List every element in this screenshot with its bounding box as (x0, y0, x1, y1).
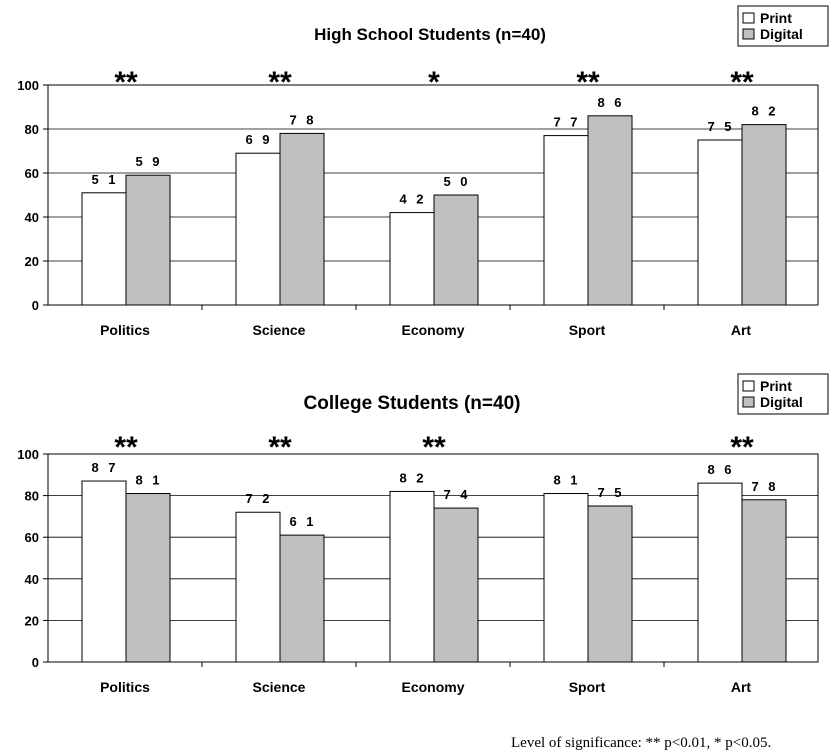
legend-swatch-print (742, 12, 755, 24)
x-tick-label: Science (253, 679, 306, 695)
bar-digital (587, 115, 633, 306)
data-label: 7 5 (597, 485, 624, 500)
bar-print (389, 490, 435, 663)
y-tick-label: 60 (25, 166, 39, 181)
y-tick-label: 0 (32, 655, 39, 670)
x-tick-label: Politics (100, 679, 150, 695)
legend-label: Digital (760, 26, 803, 42)
significance-marker: ** (268, 66, 292, 99)
bar-print (543, 493, 589, 663)
y-tick-label: 20 (25, 613, 39, 628)
y-tick-label: 60 (25, 530, 39, 545)
x-tick-label: Science (253, 322, 306, 338)
data-label: 8 1 (553, 473, 580, 488)
y-tick-label: 80 (25, 122, 39, 137)
significance-marker: * (428, 66, 440, 99)
y-tick-label: 0 (32, 298, 39, 313)
bar-print (235, 152, 281, 306)
legend-label: Digital (760, 394, 803, 410)
bar-print (697, 482, 743, 663)
significance-marker: ** (114, 431, 138, 464)
data-label: 8 7 (91, 460, 118, 475)
chart-2: College Students (n=40) 0 20 40 60 80 100 Polit… (17, 373, 829, 695)
data-label: 5 0 (443, 174, 470, 189)
x-tick-label: Art (731, 322, 752, 338)
bar-digital (125, 493, 171, 663)
bar-digital (125, 174, 171, 306)
bar-print (697, 139, 743, 306)
significance-marker: ** (114, 66, 138, 99)
y-tick-label: 40 (25, 210, 39, 225)
data-label: 8 2 (751, 104, 778, 119)
legend-box (737, 5, 829, 47)
x-tick-label: Art (731, 679, 752, 695)
y-tick-label: 40 (25, 572, 39, 587)
data-label: 6 9 (245, 132, 272, 147)
chart-1: High School Students (n=40) 0 20 40 60 80 100 P… (17, 5, 829, 338)
chart-title: College Students (n=40) (304, 393, 521, 414)
significance-marker: ** (730, 431, 754, 464)
significance-footnote: Level of significance: ** p<0.01, * p<0.… (511, 735, 772, 751)
data-label: 4 2 (399, 192, 426, 207)
legend-swatch-digital (742, 28, 755, 40)
x-tick-label: Sport (569, 322, 606, 338)
bar-print (81, 192, 127, 306)
data-label: 8 6 (597, 95, 624, 110)
significance-marker: ** (422, 431, 446, 464)
chart-title: High School Students (n=40) (314, 25, 546, 44)
data-label: 7 8 (289, 112, 316, 127)
bar-digital (279, 132, 325, 306)
data-label: 7 2 (245, 491, 272, 506)
significance-marker: ** (730, 66, 754, 99)
bar-print (81, 480, 127, 663)
x-tick-label: Economy (401, 679, 464, 695)
bar-digital (741, 124, 787, 306)
legend-swatch-digital (742, 396, 755, 408)
data-label: 8 6 (707, 462, 734, 477)
y-tick-label: 100 (17, 447, 39, 462)
bar-print (543, 135, 589, 306)
data-label: 8 2 (399, 470, 426, 485)
legend-swatch-print (742, 380, 755, 392)
x-tick-label: Economy (401, 322, 464, 338)
data-label: 5 1 (91, 172, 118, 187)
bar-print (389, 212, 435, 306)
legend-label: Print (760, 10, 792, 26)
data-label: 7 7 (553, 115, 580, 130)
x-tick-label: Politics (100, 322, 150, 338)
data-label: 5 9 (135, 154, 162, 169)
bar-digital (433, 194, 479, 306)
data-label: 7 8 (751, 479, 778, 494)
y-tick-label: 20 (25, 254, 39, 269)
bar-print (235, 511, 281, 663)
x-tick-label: Sport (569, 679, 606, 695)
data-label: 7 5 (707, 119, 734, 134)
significance-marker: ** (576, 66, 600, 99)
y-tick-label: 80 (25, 489, 39, 504)
legend-label: Print (760, 378, 792, 394)
y-tick-label: 100 (17, 78, 39, 93)
bar-digital (741, 499, 787, 663)
bar-digital (279, 534, 325, 663)
data-label: 6 1 (289, 514, 316, 529)
data-label: 7 4 (443, 487, 470, 502)
bar-digital (433, 507, 479, 663)
bar-digital (587, 505, 633, 663)
data-label: 8 1 (135, 473, 162, 488)
significance-marker: ** (268, 431, 292, 464)
